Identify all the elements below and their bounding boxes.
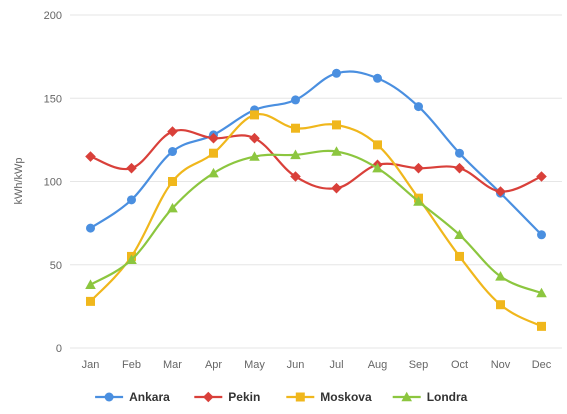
data-point-moskova xyxy=(291,123,300,133)
data-point-londra xyxy=(495,271,506,281)
x-tick-label: Apr xyxy=(205,359,222,371)
x-tick-label: Jun xyxy=(287,359,305,371)
data-point-moskova xyxy=(168,177,177,186)
y-tick-label: 150 xyxy=(44,93,62,105)
x-tick-label: May xyxy=(244,359,265,371)
x-tick-label: Feb xyxy=(122,359,141,371)
data-point-londra xyxy=(85,279,96,289)
data-point-londra xyxy=(454,229,465,240)
legend-label-pekin: Pekin xyxy=(228,390,260,404)
x-tick-label: Mar xyxy=(163,359,182,371)
data-point-londra xyxy=(126,254,137,264)
x-tick-label: Dec xyxy=(532,359,552,371)
y-tick-label: 0 xyxy=(56,343,62,355)
legend-label-londra: Londra xyxy=(427,390,468,404)
data-point-londra xyxy=(372,162,383,173)
data-point-pekin xyxy=(331,182,342,194)
data-point-ankara xyxy=(537,230,546,240)
y-axis-title: kWh/kWp xyxy=(13,157,25,204)
data-point-moskova xyxy=(250,110,259,120)
data-point-moskova xyxy=(332,120,341,130)
data-point-londra xyxy=(249,151,260,161)
x-tick-label: Nov xyxy=(491,359,511,371)
data-point-pekin xyxy=(290,171,301,182)
legend-marker-londra xyxy=(401,391,412,402)
series-line-pekin xyxy=(90,129,542,193)
x-tick-label: Sep xyxy=(409,359,429,371)
data-point-ankara xyxy=(332,68,341,78)
series-line-londra xyxy=(89,149,542,295)
x-tick-label: Aug xyxy=(368,359,388,371)
data-point-londra xyxy=(167,202,178,213)
data-point-londra xyxy=(208,167,219,178)
data-point-pekin xyxy=(413,162,424,174)
data-point-ankara xyxy=(86,223,95,233)
x-tick-label: Jul xyxy=(329,359,343,371)
data-point-ankara xyxy=(455,148,464,158)
legend-marker-pekin xyxy=(203,391,214,403)
data-point-pekin xyxy=(495,186,506,197)
data-point-pekin xyxy=(454,162,465,174)
data-point-londra xyxy=(290,149,301,160)
legend-marker-ankara xyxy=(104,392,114,402)
data-point-pekin xyxy=(208,132,219,144)
data-point-moskova xyxy=(455,251,464,261)
data-point-pekin xyxy=(536,171,547,182)
x-tick-label: Jan xyxy=(82,359,100,371)
y-tick-label: 50 xyxy=(50,260,62,272)
series-line-moskova xyxy=(89,113,543,328)
series-line-ankara xyxy=(89,70,543,236)
data-point-ankara xyxy=(414,102,423,112)
data-point-londra xyxy=(331,146,342,156)
data-point-ankara xyxy=(127,195,136,205)
data-point-moskova xyxy=(537,321,546,331)
data-point-ankara xyxy=(168,147,177,157)
data-point-moskova xyxy=(86,296,95,306)
data-point-pekin xyxy=(167,126,178,137)
data-point-pekin xyxy=(126,162,137,174)
legend-label-moskova: Moskova xyxy=(320,390,372,404)
legend-marker-moskova xyxy=(295,392,305,402)
data-point-moskova xyxy=(373,140,382,150)
y-tick-label: 200 xyxy=(44,10,62,22)
data-point-ankara xyxy=(291,95,300,105)
legend-label-ankara: Ankara xyxy=(129,390,170,404)
y-tick-label: 100 xyxy=(44,177,62,189)
x-tick-label: Oct xyxy=(451,359,468,371)
data-point-moskova xyxy=(209,148,218,158)
data-point-pekin xyxy=(85,151,96,162)
data-point-londra xyxy=(536,287,547,298)
data-point-moskova xyxy=(496,300,505,310)
data-point-pekin xyxy=(249,132,260,144)
data-point-ankara xyxy=(373,73,382,83)
data-point-londra xyxy=(413,196,424,206)
